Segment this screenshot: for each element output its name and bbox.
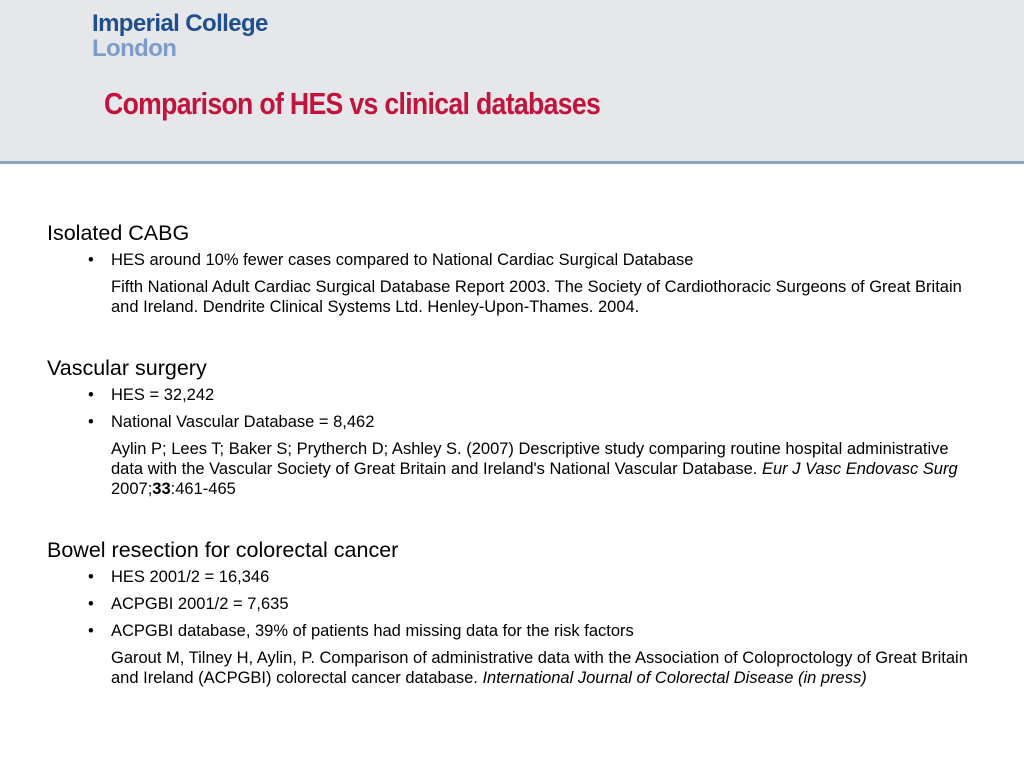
bullet-text: National Vascular Database = 8,462 (111, 413, 375, 431)
bullet-item: • National Vascular Database = 8,462 (47, 412, 977, 432)
slide-header: Imperial College London Comparison of HE… (0, 0, 1024, 164)
imperial-college-logo: Imperial College London (92, 11, 268, 61)
bullet-item: • ACPGBI database, 39% of patients had m… (47, 621, 977, 641)
section-vascular-surgery: Vascular surgery • HES = 32,242 • Nation… (47, 353, 977, 499)
bullet-list: • HES 2001/2 = 16,346 • ACPGBI 2001/2 = … (47, 567, 977, 641)
bullet-dot-icon: • (88, 386, 94, 404)
bullet-dot-icon: • (88, 568, 94, 586)
reference-journal: Eur J Vasc Endovasc Surg (761, 460, 958, 478)
reference-journal: International Journal of Colorectal Dise… (482, 669, 867, 687)
reference-pages: :461-465 (170, 480, 236, 498)
bullet-item: • HES = 32,242 (47, 385, 977, 405)
section-heading: Isolated CABG (47, 221, 190, 245)
bullet-text: ACPGBI 2001/2 = 7,635 (111, 595, 289, 613)
reference-citation: Aylin P; Lees T; Baker S; Prytherch D; A… (47, 439, 977, 499)
slide-body: Isolated CABG • HES around 10% fewer cas… (47, 218, 977, 688)
section-heading: Bowel resection for colorectal cancer (47, 538, 399, 562)
reference-citation: Garout M, Tilney H, Aylin, P. Comparison… (47, 648, 977, 688)
section-heading: Vascular surgery (47, 356, 207, 380)
section-bowel-resection: Bowel resection for colorectal cancer • … (47, 535, 977, 688)
reference-volume: 33 (152, 480, 171, 498)
reference-year: 2007; (111, 480, 153, 498)
reference-text: Garout M, Tilney H, Aylin, P. Comparison… (111, 649, 968, 687)
section-isolated-cabg: Isolated CABG • HES around 10% fewer cas… (47, 218, 977, 317)
reference-citation: Fifth National Adult Cardiac Surgical Da… (47, 277, 977, 317)
slide-title: Comparison of HES vs clinical databases (104, 86, 601, 121)
bullet-text: HES = 32,242 (111, 386, 215, 404)
bullet-text: HES 2001/2 = 16,346 (111, 568, 270, 586)
bullet-text: HES around 10% fewer cases compared to N… (111, 251, 694, 269)
bullet-item: • HES around 10% fewer cases compared to… (47, 250, 977, 270)
bullet-list: • HES = 32,242 • National Vascular Datab… (47, 385, 977, 432)
bullet-dot-icon: • (88, 622, 94, 640)
bullet-dot-icon: • (88, 251, 94, 269)
reference-text: Aylin P; Lees T; Baker S; Prytherch D; A… (111, 440, 949, 478)
bullet-dot-icon: • (88, 595, 94, 613)
bullet-list: • HES around 10% fewer cases compared to… (47, 250, 977, 270)
bullet-item: • ACPGBI 2001/2 = 7,635 (47, 594, 977, 614)
reference-text: Fifth National Adult Cardiac Surgical Da… (111, 278, 962, 316)
logo-line-1: Imperial College (92, 10, 268, 37)
bullet-dot-icon: • (88, 413, 94, 431)
logo-line-2: London (92, 35, 177, 62)
bullet-text: ACPGBI database, 39% of patients had mis… (111, 622, 634, 640)
bullet-item: • HES 2001/2 = 16,346 (47, 567, 977, 587)
